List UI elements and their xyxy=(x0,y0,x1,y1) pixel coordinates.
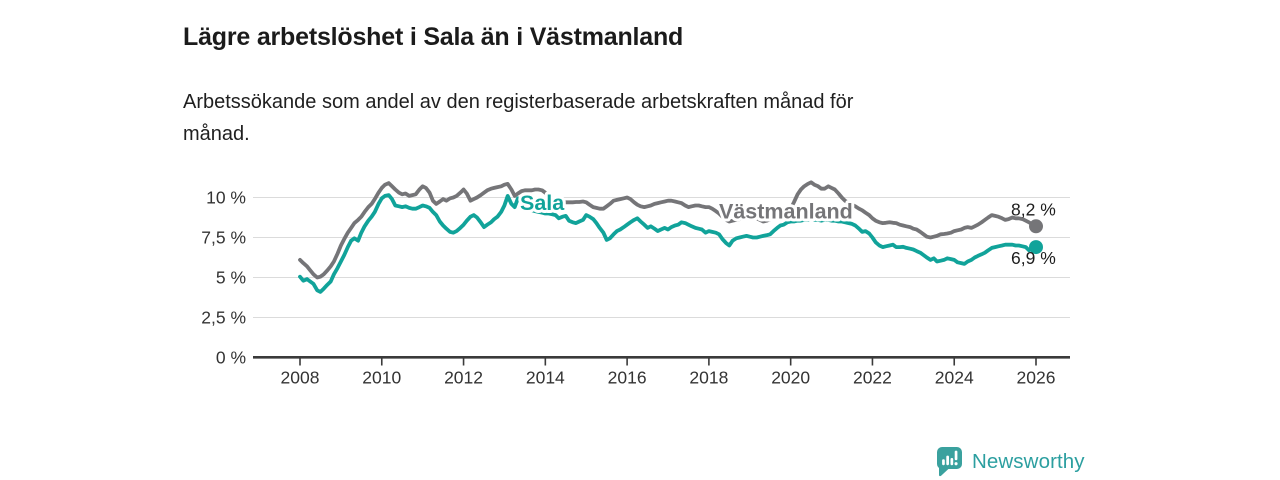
x-axis-tick-label: 2010 xyxy=(362,368,401,388)
y-axis-tick-label: 10 % xyxy=(206,188,246,208)
series-line-sala xyxy=(298,193,1038,294)
series-end-dot-vastmanland xyxy=(1029,219,1043,234)
series-end-value-sala: 6,9 % xyxy=(1011,248,1056,268)
newsworthy-logo-icon xyxy=(937,447,962,477)
x-axis-tick-label: 2026 xyxy=(1017,368,1056,388)
x-axis-tick-label: 2024 xyxy=(935,368,974,388)
y-axis-tick-label: 5 % xyxy=(216,268,246,288)
y-axis-tick-label: 0 % xyxy=(216,348,246,368)
x-axis-tick-label: 2020 xyxy=(771,368,810,388)
brand-name: Newsworthy xyxy=(972,449,1085,473)
x-axis-tick-label: 2016 xyxy=(608,368,647,388)
chart-subtitle: Arbetssökande som andel av den registerb… xyxy=(183,91,854,145)
series-label-sala: Sala xyxy=(520,191,565,215)
x-axis-tick-label: 2022 xyxy=(853,368,892,388)
series-end-value-vastmanland: 8,2 % xyxy=(1011,200,1056,220)
series-line-vastmanland xyxy=(298,180,1038,280)
x-axis-tick-label: 2014 xyxy=(526,368,565,388)
y-axis-tick-label: 7,5 % xyxy=(201,228,246,248)
x-axis-tick-label: 2008 xyxy=(281,368,320,388)
series-label-vastmanland: Västmanland xyxy=(719,200,853,224)
brand-footer: Newsworthy xyxy=(936,446,1085,477)
y-axis-tick-label: 2,5 % xyxy=(201,308,246,328)
series-end-dot-sala xyxy=(1029,240,1043,255)
x-axis-tick-label: 2018 xyxy=(689,368,728,388)
x-axis-tick-label: 2012 xyxy=(444,368,483,388)
chart-title: Lägre arbetslöshet i Sala än i Västmanla… xyxy=(183,22,684,51)
